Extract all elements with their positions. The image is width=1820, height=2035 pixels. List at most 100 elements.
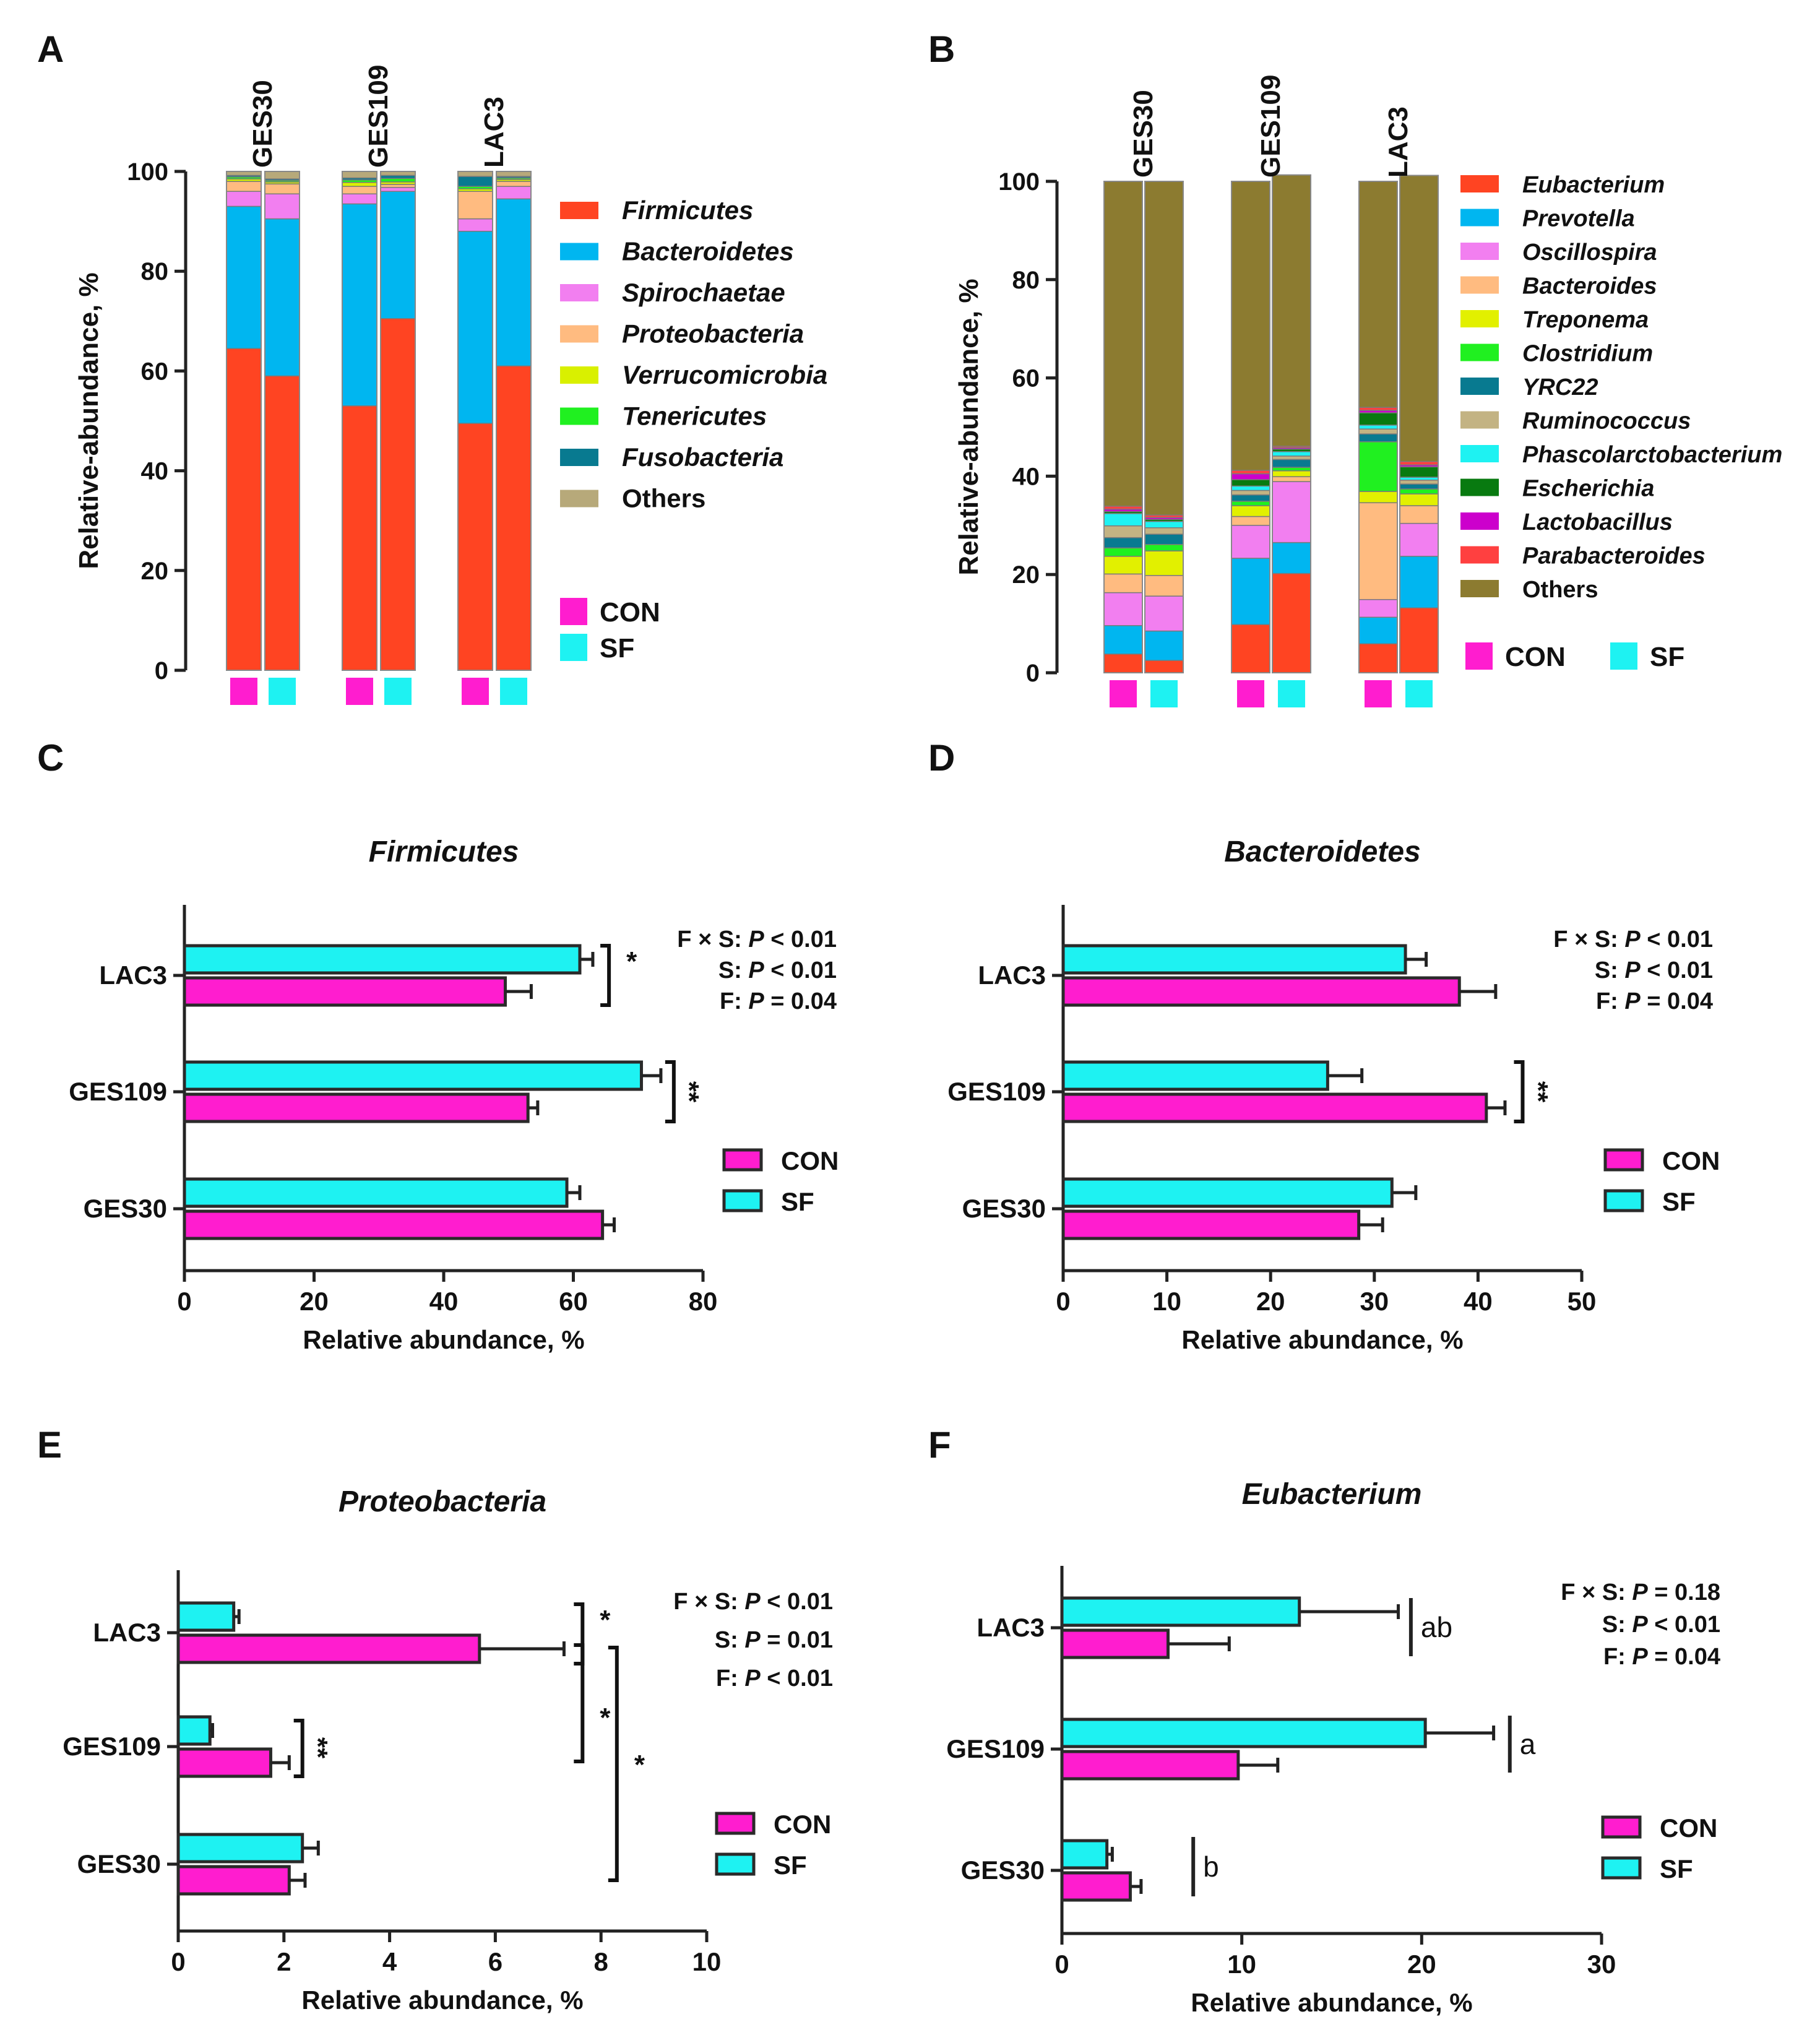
group-label-lac3: LAC3	[93, 1618, 161, 1647]
y-tick-label: 80	[141, 258, 169, 285]
stat-line: F: P = 0.04	[720, 988, 837, 1014]
segment-escherichia-lac3-con	[1358, 412, 1398, 426]
treatment-legend-label-con: CON	[600, 597, 660, 628]
segment-oscillospira-ges30-con	[1103, 592, 1143, 626]
segment-clostridium-ges30-con	[1103, 547, 1143, 557]
legend-label-treponema: Treponema	[1522, 307, 1649, 333]
segment-bacteroides-lac3-con	[1358, 502, 1398, 600]
segment-eubacterium-lac3-con	[1358, 643, 1398, 673]
segment-ruminococcus-ges30-con	[1103, 525, 1143, 538]
bar-ges30-con	[1061, 1209, 1361, 1240]
group-label-lac3: LAC3	[977, 1613, 1045, 1642]
segment-ruminococcus-ges30-sf	[1144, 527, 1184, 535]
legend-swatch-parabacteroides	[1460, 546, 1499, 564]
group-label-ges30: GES30	[84, 1194, 167, 1223]
segment-others-lac3-sf	[496, 171, 532, 177]
significance-label: **	[1523, 1081, 1553, 1103]
group-label-ges109: GES109	[363, 65, 394, 168]
bar-lac3-sf	[1060, 1596, 1301, 1627]
x-tick-label: 0	[1054, 1950, 1069, 1979]
treatment-marker-con	[1110, 680, 1137, 707]
x-tick-label: 20	[300, 1287, 329, 1316]
treatment-marker-con	[1365, 680, 1392, 707]
segment-bacteroidetes-ges30-sf	[264, 218, 300, 377]
significance-label: *	[600, 1703, 611, 1733]
significance-bracket	[600, 944, 611, 1007]
bar-outline	[264, 171, 300, 671]
segment-eubacterium-ges30-con	[1103, 654, 1143, 673]
legend-label-yrc22: YRC22	[1522, 374, 1598, 400]
group-label-lac3: LAC3	[978, 961, 1046, 990]
segment-bacteroides-ges109-con	[1231, 516, 1270, 526]
treatment-legend-label-sf: SF	[1650, 642, 1684, 672]
legend-swatch-sf	[722, 1189, 763, 1212]
segment-proteobacteria-ges30-sf	[264, 183, 300, 195]
legend-label-oscillospira: Oscillospira	[1522, 240, 1657, 266]
significance-bracket	[1514, 1060, 1525, 1123]
segment-bacteroidetes-ges109-sf	[380, 191, 416, 319]
y-tick-label: 40	[141, 458, 169, 485]
segment-spirochaetae-ges30-sf	[264, 193, 300, 220]
y-tick-label: 0	[1026, 660, 1040, 687]
legend-label-ruminococcus: Ruminococcus	[1522, 408, 1691, 434]
group-label-lac3: LAC3	[99, 961, 167, 990]
segment-treponema-lac3-con	[1358, 491, 1398, 504]
group-label-ges109: GES109	[63, 1732, 161, 1761]
segment-eubacterium-ges30-sf	[1144, 660, 1184, 673]
legend-swatch-bacteroides	[1460, 276, 1499, 294]
bar-ges109-sf	[183, 1060, 643, 1091]
segment-firmicutes-lac3-sf	[496, 365, 532, 671]
segment-eubacterium-ges109-con	[1231, 624, 1270, 673]
legend-swatch-phascolarctobacterium	[1460, 445, 1499, 462]
bar-outline	[1231, 181, 1270, 673]
stat-line: F × S: P = 0.18	[1561, 1579, 1720, 1605]
stat-line: F × S: P < 0.01	[677, 927, 837, 953]
stat-line: S: P < 0.01	[718, 957, 837, 983]
segment-yrc22-lac3-sf	[1399, 483, 1439, 490]
segment-escherichia-lac3-sf	[1399, 466, 1439, 478]
segment-firmicutes-ges30-con	[226, 348, 262, 671]
x-tick-label: 0	[171, 1947, 185, 1976]
segment-prevotella-ges109-con	[1231, 558, 1270, 625]
significance-label: *	[634, 1750, 645, 1780]
legend-swatch-sf	[1603, 1189, 1644, 1212]
y-tick-label: 60	[141, 358, 169, 385]
legend-label-parabacteroides: Parabacteroides	[1522, 543, 1706, 569]
legend-label-tenericutes: Tenericutes	[622, 402, 767, 431]
segment-yrc22-ges109-sf	[1272, 459, 1311, 468]
y-tick-label: 100	[127, 158, 168, 186]
segment-proteobacteria-lac3-con	[457, 191, 493, 220]
legend-swatch-yrc22	[1460, 378, 1499, 395]
treatment-legend-swatch-sf	[1610, 642, 1637, 670]
legend-label-lactobacillus: Lactobacillus	[1522, 509, 1673, 535]
segment-lactobacillus-ges109-con	[1231, 473, 1270, 480]
group-label-ges30: GES30	[77, 1849, 161, 1878]
segment-yrc22-ges30-con	[1103, 537, 1143, 549]
x-tick-label: 10	[692, 1947, 722, 1976]
segment-bacteroidetes-ges109-con	[342, 203, 377, 407]
significance-label: ab	[1421, 1611, 1452, 1643]
treatment-marker-sf	[384, 678, 412, 705]
x-tick-label: 30	[1360, 1287, 1389, 1316]
panel-b: B 0 20 40 60 80 100 Relative-abundance, % GES30…	[928, 28, 1782, 707]
bar-outline	[226, 171, 262, 671]
x-tick-label: 20	[1407, 1950, 1436, 1979]
group-label-ges109: GES109	[69, 1077, 167, 1106]
group-label-ges30: GES30	[248, 80, 278, 168]
segment-prevotella-lac3-sf	[1399, 556, 1439, 608]
legend-label-sf: SF	[1660, 1854, 1693, 1883]
bar-ges109-con	[1061, 1092, 1488, 1123]
segment-prevotella-lac3-con	[1358, 616, 1398, 644]
segment-parabacteroides-ges109-con	[1231, 470, 1270, 475]
legend-swatch-fusobacteria	[560, 449, 598, 466]
legend-label-bacteroides: Bacteroides	[1522, 274, 1657, 300]
segment-parabacteroides-lac3-sf	[1399, 460, 1439, 465]
legend-swatch-con	[1601, 1815, 1642, 1839]
segment-phascolarctobacterium-ges30-sf	[1144, 521, 1184, 529]
segment-eubacterium-ges109-sf	[1272, 572, 1311, 673]
y-tick-label: 80	[1012, 267, 1040, 294]
segment-others-ges30-con	[1103, 181, 1143, 507]
segment-eubacterium-lac3-sf	[1399, 607, 1439, 673]
panel-f: F Eubacterium 0 10 20 30 Relative abundance, …	[928, 1424, 1720, 2017]
panel-label-b: B	[928, 28, 955, 70]
